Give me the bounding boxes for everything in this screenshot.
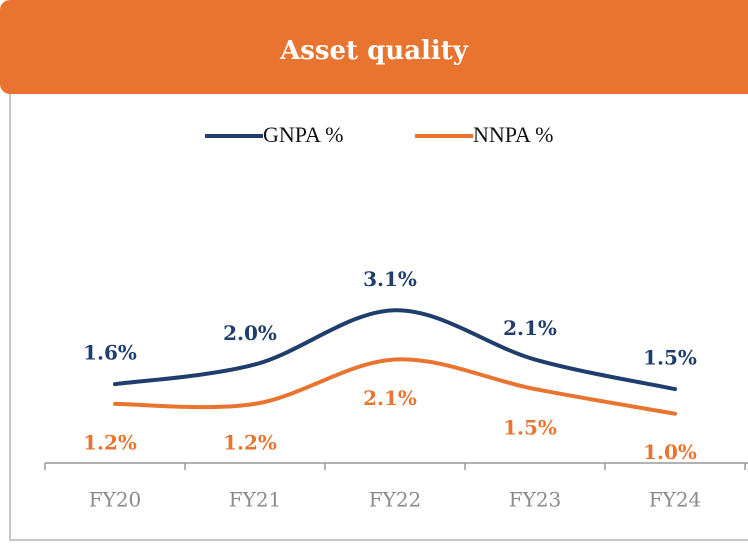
- legend-label: GNPA %: [263, 122, 344, 147]
- x-tick-label: FY21: [229, 488, 282, 512]
- x-tick-label: FY24: [649, 488, 702, 512]
- series-line: [113, 357, 677, 416]
- legend-label: NNPA %: [473, 122, 554, 147]
- data-label: 1.2%: [83, 430, 137, 454]
- data-label: 1.6%: [83, 341, 137, 365]
- x-tick-label: FY23: [509, 488, 562, 512]
- data-label: 3.1%: [363, 267, 417, 291]
- x-tick-label: FY20: [89, 488, 142, 512]
- data-label: 1.5%: [503, 416, 557, 440]
- data-label: 2.1%: [503, 316, 557, 340]
- x-tick-label: FY22: [369, 488, 422, 512]
- data-label: 1.2%: [223, 430, 277, 454]
- data-label: 1.0%: [643, 440, 697, 464]
- chart-title: Asset quality: [279, 36, 469, 66]
- data-label: 1.5%: [643, 346, 697, 370]
- data-label: 2.0%: [223, 321, 277, 345]
- series-line: [113, 308, 677, 392]
- header: [0, 0, 748, 94]
- data-label: 2.1%: [363, 386, 417, 410]
